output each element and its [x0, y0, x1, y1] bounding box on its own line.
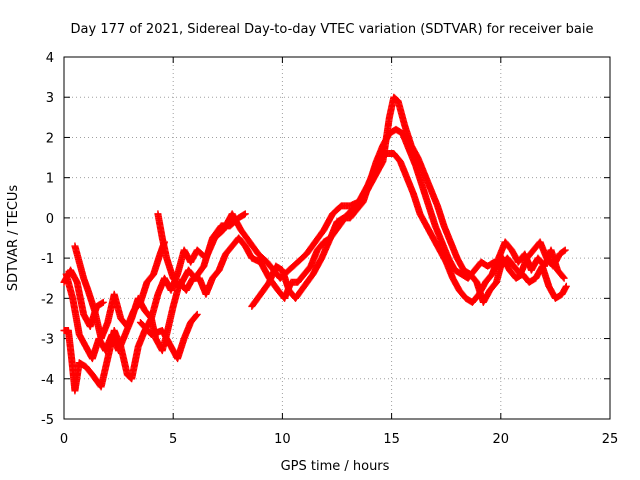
y-tick-label: 0 [46, 212, 54, 227]
x-axis-label: GPS time / hours [281, 459, 390, 474]
x-tick-label: 25 [602, 432, 619, 447]
y-tick-label: -3 [41, 333, 54, 348]
data-point [559, 273, 567, 281]
data-point [193, 310, 201, 318]
x-tick-label: 15 [383, 432, 400, 447]
data-point [241, 210, 249, 218]
plot-frame [63, 56, 611, 420]
data-points [60, 93, 570, 395]
data-point [561, 246, 569, 254]
y-tick-label: -1 [41, 252, 54, 267]
x-tick-label: 10 [274, 432, 291, 447]
grid-lines [64, 57, 610, 419]
y-tick-label: -5 [41, 413, 54, 428]
series-track-5 [136, 310, 201, 363]
chart-title: Day 177 of 2021, Sidereal Day-to-day VTE… [71, 22, 594, 37]
data-point [560, 247, 568, 255]
y-tick-label: 3 [46, 91, 54, 106]
y-tick-label: 1 [46, 172, 54, 187]
y-tick-labels: -5 -4 -3 -2 -1 0 1 2 3 4 [41, 51, 54, 428]
data-point [562, 282, 570, 290]
data-point [560, 274, 568, 282]
series-track-3 [62, 125, 569, 363]
x-tick-label: 20 [493, 432, 510, 447]
data-point [160, 238, 168, 246]
data-point [192, 311, 200, 319]
data-point [99, 298, 107, 306]
y-tick-label: -2 [41, 292, 54, 307]
x-tick-label: 0 [60, 432, 68, 447]
series-track-7 [71, 238, 168, 343]
x-tick-label: 5 [169, 432, 177, 447]
axis-ticks [63, 56, 611, 420]
y-tick-label: 2 [46, 131, 54, 146]
y-tick-label: 4 [46, 51, 54, 66]
x-tick-labels: 0 5 10 15 20 25 [60, 432, 618, 447]
y-axis-label: SDTVAR / TECUs [6, 185, 21, 292]
series-track-6 [248, 93, 570, 310]
y-tick-label: -4 [41, 373, 54, 388]
